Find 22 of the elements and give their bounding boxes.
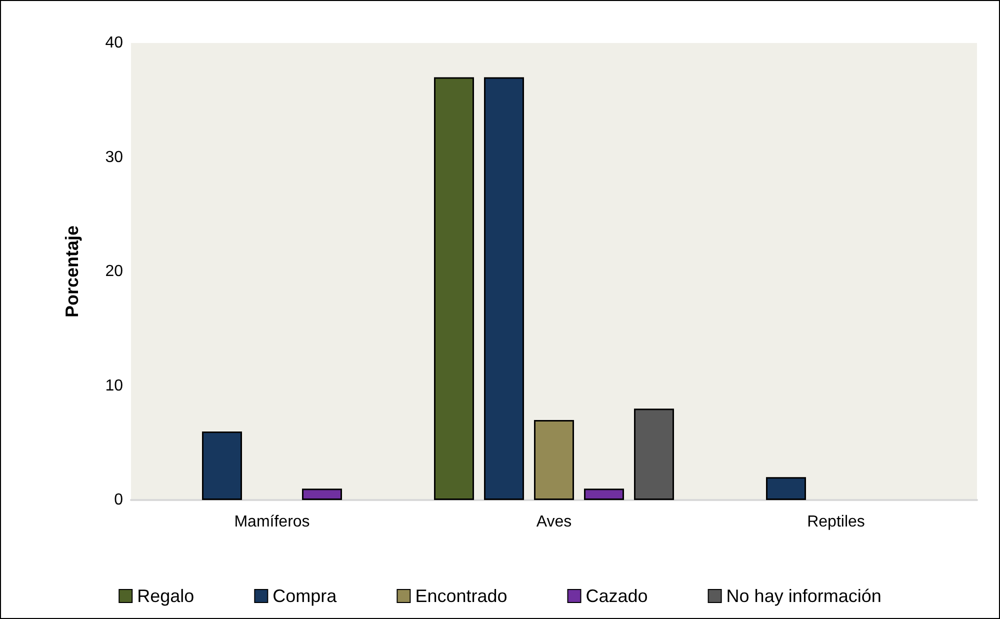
legend-label: No hay información [726,586,882,606]
bar [484,77,524,500]
y-tick-label: 0 [114,492,124,508]
legend-label: Cazado [586,586,648,606]
bar [202,431,242,500]
y-tick-label: 40 [105,34,124,52]
legend-label: Compra [272,586,338,606]
legend-label: Encontrado [415,586,508,606]
legend-label: Regalo [137,586,194,606]
bar [302,488,342,500]
y-axis-title: Porcentaje [62,225,82,318]
bar [766,477,806,500]
bar [584,488,624,500]
x-tick-label: Reptiles [807,514,865,530]
y-tick-label: 30 [105,148,124,166]
x-tick-label: Aves [536,514,572,530]
y-tick-label: 20 [105,263,124,280]
bar [434,77,474,500]
bar [534,420,574,500]
x-tick-label: Mamíferos [234,514,310,530]
bar [634,408,674,500]
y-tick-label: 10 [105,377,124,394]
